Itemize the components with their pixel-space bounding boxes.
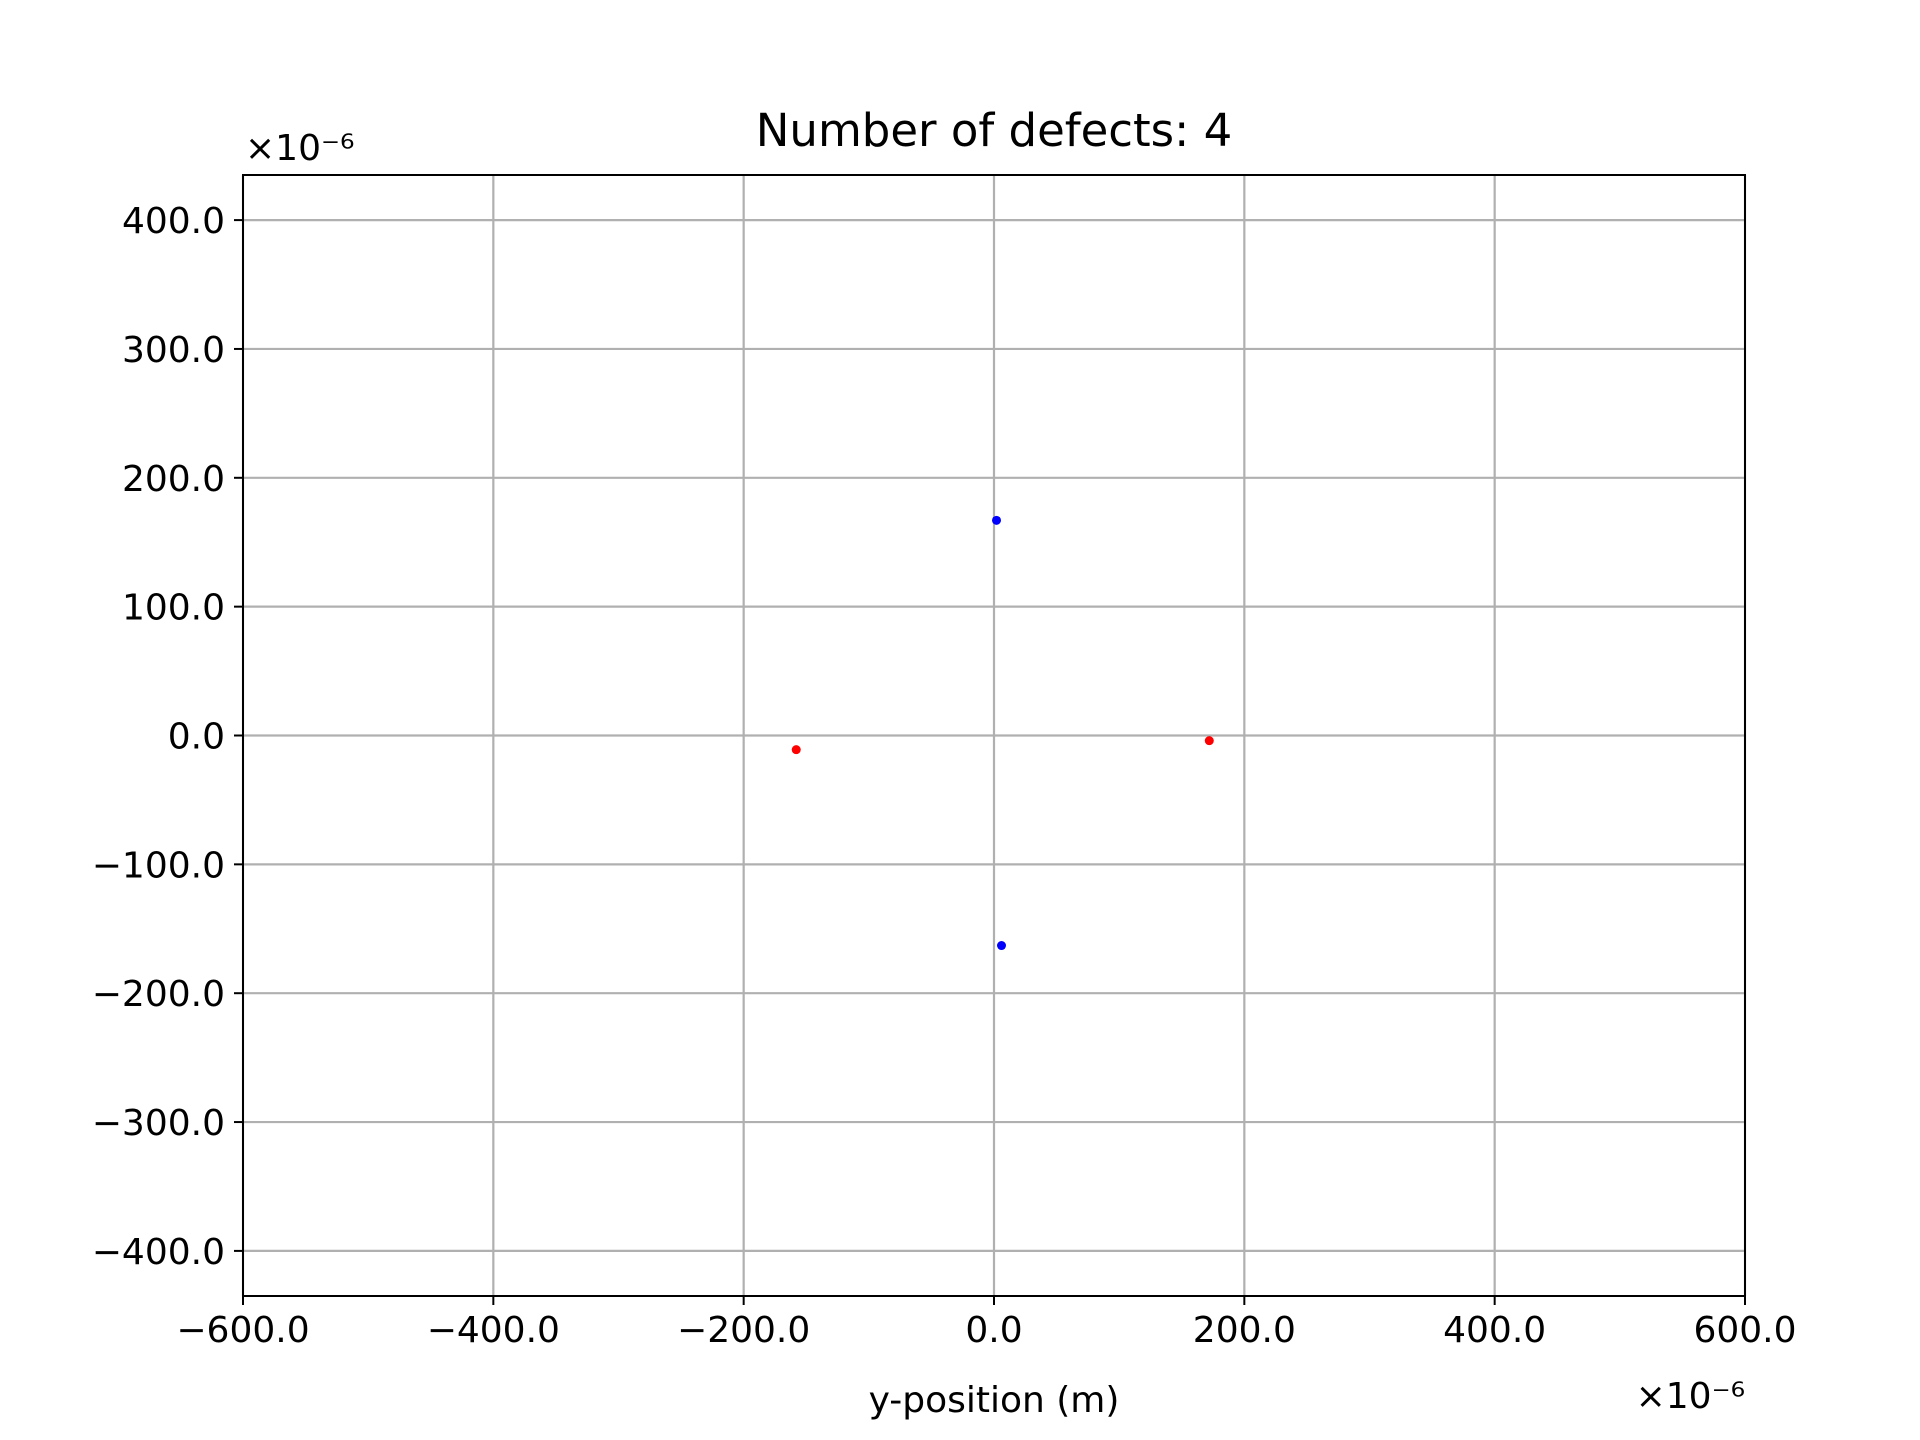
scatter-point: [1204, 736, 1214, 746]
y-tick-label: −300.0: [92, 1103, 225, 1144]
x-axis-label: y-position (m): [869, 1380, 1120, 1421]
ticks: −600.0 −400.0 −200.0 0.0 200.0 400.0 600.0 400.…: [92, 201, 1797, 1351]
x-tick-label: 200.0: [1193, 1310, 1296, 1351]
scatter-point: [791, 745, 801, 755]
scatter-point: [992, 515, 1002, 525]
y-tick-label: 100.0: [122, 588, 225, 629]
y-tick-label: 200.0: [122, 459, 225, 500]
x-offset-label: ×10⁻⁶: [1636, 1376, 1745, 1417]
y-tick-label: 0.0: [168, 717, 225, 758]
scatter-points: [791, 515, 1214, 951]
x-tick-label: 400.0: [1443, 1310, 1546, 1351]
x-tick-label: −600.0: [176, 1310, 309, 1351]
scatter-point: [997, 941, 1007, 951]
y-offset-label: ×10⁻⁶: [245, 128, 354, 169]
grid: [241, 175, 1747, 1296]
chart-title: Number of defects: 4: [756, 104, 1232, 157]
x-tick-label: 0.0: [965, 1310, 1022, 1351]
y-tick-label: −100.0: [92, 845, 225, 886]
y-tick-label: 400.0: [122, 201, 225, 242]
y-tick-label: −400.0: [92, 1232, 225, 1273]
x-tick-label: −200.0: [677, 1310, 810, 1351]
x-tick-label: −400.0: [427, 1310, 560, 1351]
x-tick-label: 600.0: [1693, 1310, 1796, 1351]
y-tick-label: 300.0: [122, 330, 225, 371]
y-tick-label: −200.0: [92, 974, 225, 1015]
